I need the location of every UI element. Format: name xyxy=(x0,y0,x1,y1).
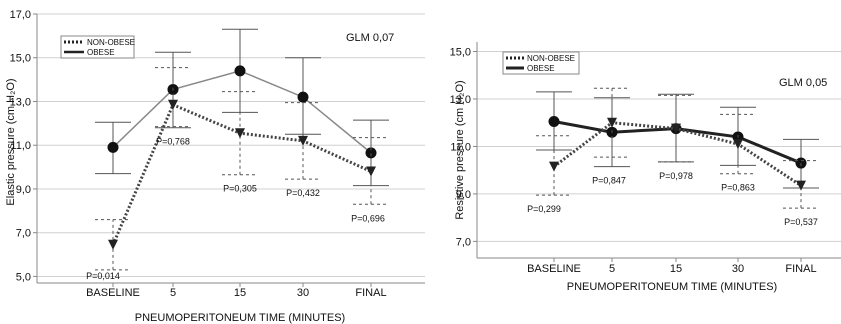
resistive-legend-nonobese-label: NON-OBESE xyxy=(527,54,575,63)
resistive-pressure-chart: 7,0 9,0 11,0 13,0 15,0 BASELINE 5 15 30 FINAL P=0,… xyxy=(450,42,841,293)
elastic-x-tick-label: 5 xyxy=(170,287,176,299)
elastic-legend-obese-label: OBESE xyxy=(87,48,115,57)
resistive-legend-obese-label: OBESE xyxy=(527,64,555,73)
resistive-p-value-label: P=0,299 xyxy=(527,204,561,214)
resistive-legend: NON-OBESE OBESE xyxy=(502,51,580,75)
elastic-point-nonobese xyxy=(366,166,376,177)
elastic-p-value-label: P=0,696 xyxy=(351,213,385,223)
resistive-point-nonobese xyxy=(549,161,559,172)
elastic-y-tick-label: 5,0 xyxy=(16,271,31,283)
elastic-series-obese xyxy=(95,28,389,187)
elastic-y-tick-label: 9,0 xyxy=(16,184,31,196)
elastic-pressure-chart: 5,0 7,0 9,0 11,0 13,0 15,0 17,0 BASELINE 5 15 30 FI… xyxy=(5,9,425,324)
resistive-y-axis-label: Resistive pressure (cm H₂O) xyxy=(454,80,466,219)
elastic-x-tick-label: 15 xyxy=(234,287,246,299)
elastic-point-nonobese xyxy=(235,128,245,139)
resistive-x-tick-label: 5 xyxy=(609,263,615,275)
elastic-plot-area: 5,0 7,0 9,0 11,0 13,0 15,0 17,0 BASELINE 5 15 30 FI… xyxy=(10,9,425,299)
resistive-point-obese xyxy=(795,157,807,169)
elastic-point-nonobese xyxy=(168,99,178,110)
resistive-x-tick-label: BASELINE xyxy=(527,263,581,275)
resistive-y-tick-label: 15,0 xyxy=(450,46,471,58)
elastic-p-value-label: P=0,305 xyxy=(223,184,257,194)
resistive-point-nonobese xyxy=(671,123,681,134)
elastic-y-tick-label: 13,0 xyxy=(10,96,31,108)
elastic-legend-nonobese-label: NON-OBESE xyxy=(87,38,135,47)
elastic-p-value-label: P=0,768 xyxy=(156,137,190,147)
elastic-y-tick-label: 15,0 xyxy=(10,53,31,65)
elastic-p-value-label: P=0,014 xyxy=(86,271,120,281)
resistive-p-value-label: P=0,537 xyxy=(784,217,818,227)
elastic-series-nonobese xyxy=(95,67,389,271)
resistive-y-tick-label: 11,0 xyxy=(450,141,471,153)
resistive-point-nonobese xyxy=(733,139,743,150)
resistive-y-tick-label: 13,0 xyxy=(450,94,471,106)
elastic-series-line xyxy=(112,70,372,154)
resistive-x-axis-label: PNEUMOPERITONEUM TIME (MINUTES) xyxy=(567,281,777,293)
resistive-p-value-label: P=0,863 xyxy=(721,183,755,193)
resistive-p-value-label: P=0,847 xyxy=(592,176,626,186)
elastic-x-tick-label: BASELINE xyxy=(86,287,140,299)
resistive-y-tick-label: 7,0 xyxy=(456,236,471,248)
resistive-plot-area: 7,0 9,0 11,0 13,0 15,0 BASELINE 5 15 30 FINAL P=0,… xyxy=(450,42,841,275)
elastic-y-tick-label: 17,0 xyxy=(10,9,31,21)
resistive-series-nonobese xyxy=(536,87,819,209)
elastic-point-nonobese xyxy=(298,135,308,146)
resistive-x-tick-label: FINAL xyxy=(785,263,816,275)
resistive-x-tick-label: 30 xyxy=(732,263,744,275)
elastic-x-axis-label: PNEUMOPERITONEUM TIME (MINUTES) xyxy=(135,312,345,324)
elastic-point-obese xyxy=(107,141,119,153)
resistive-point-nonobese xyxy=(607,117,617,128)
resistive-point-obese xyxy=(548,116,560,128)
elastic-point-obese xyxy=(234,65,246,77)
elastic-y-axis-label: Elastic pressure (cm H₂O) xyxy=(5,78,17,205)
elastic-legend: NON-OBESE OBESE xyxy=(60,35,135,59)
resistive-p-value-label: P=0,978 xyxy=(659,171,693,181)
elastic-point-nonobese xyxy=(108,239,118,250)
resistive-point-nonobese xyxy=(796,180,806,191)
resistive-x-tick-label: 15 xyxy=(670,263,682,275)
elastic-p-value-label: P=0,432 xyxy=(286,188,320,198)
elastic-point-obese xyxy=(297,91,309,103)
resistive-y-tick-label: 9,0 xyxy=(456,189,471,201)
elastic-y-tick-label: 7,0 xyxy=(16,228,31,240)
elastic-point-obese xyxy=(365,147,377,159)
elastic-x-tick-label: FINAL xyxy=(355,287,386,299)
elastic-x-tick-label: 30 xyxy=(297,287,309,299)
elastic-y-tick-label: 11,0 xyxy=(10,140,31,152)
elastic-glm-annotation: GLM 0,07 xyxy=(346,32,394,44)
resistive-glm-annotation: GLM 0,05 xyxy=(779,77,827,89)
